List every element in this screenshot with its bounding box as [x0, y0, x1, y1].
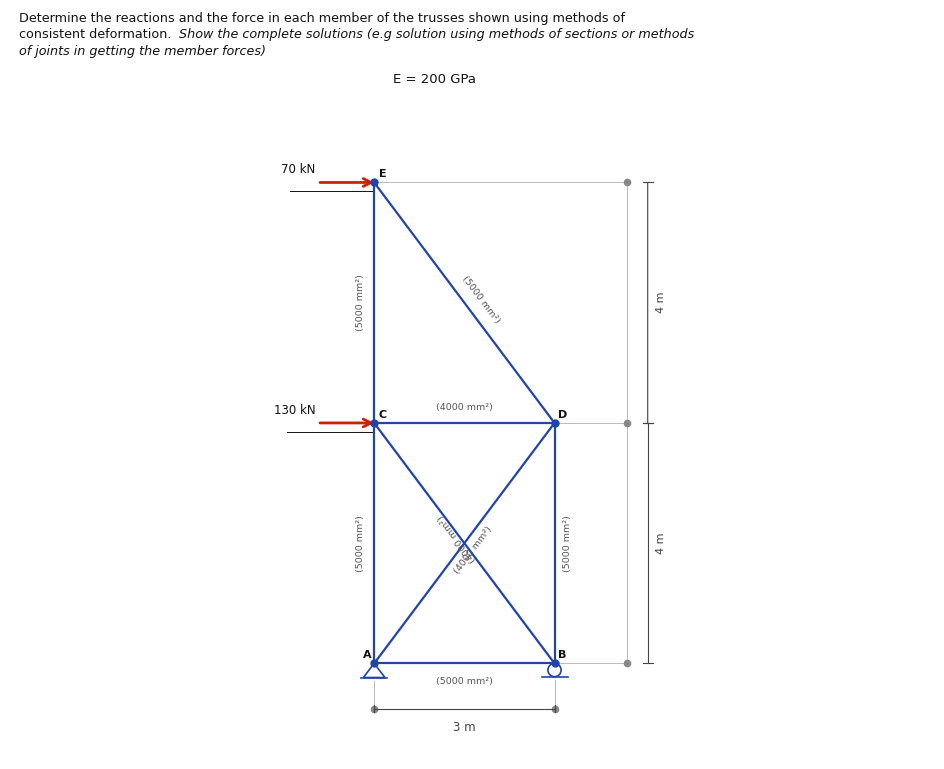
Text: (4000 mm²): (4000 mm²)	[436, 513, 478, 564]
Text: C: C	[379, 410, 387, 420]
Text: consistent deformation.: consistent deformation.	[19, 28, 171, 42]
Text: A: A	[362, 651, 371, 661]
Text: (4000 mm²): (4000 mm²)	[452, 525, 494, 576]
Text: (4000 mm²): (4000 mm²)	[435, 403, 492, 412]
Text: 3 m: 3 m	[452, 721, 475, 734]
Text: E: E	[379, 169, 386, 179]
Text: 70 kN: 70 kN	[280, 164, 315, 176]
Text: B: B	[557, 651, 565, 661]
Text: 4 m: 4 m	[655, 532, 666, 554]
Text: (5000 mm²): (5000 mm²)	[563, 514, 572, 571]
Text: (5000 mm²): (5000 mm²)	[435, 677, 492, 686]
Text: 130 kN: 130 kN	[274, 404, 315, 417]
Text: (5000 mm²): (5000 mm²)	[356, 514, 365, 571]
Text: of joints in getting the member forces): of joints in getting the member forces)	[19, 45, 265, 58]
Text: D: D	[558, 410, 566, 420]
Text: 4 m: 4 m	[655, 292, 666, 314]
Text: Show the complete solutions (e.g solution using methods of sections or methods: Show the complete solutions (e.g solutio…	[175, 28, 693, 42]
Text: (5000 mm²): (5000 mm²)	[460, 275, 501, 325]
Text: E = 200 GPa: E = 200 GPa	[393, 73, 476, 86]
Text: Determine the reactions and the force in each member of the trusses shown using : Determine the reactions and the force in…	[19, 12, 624, 25]
Text: (5000 mm²): (5000 mm²)	[356, 275, 365, 331]
